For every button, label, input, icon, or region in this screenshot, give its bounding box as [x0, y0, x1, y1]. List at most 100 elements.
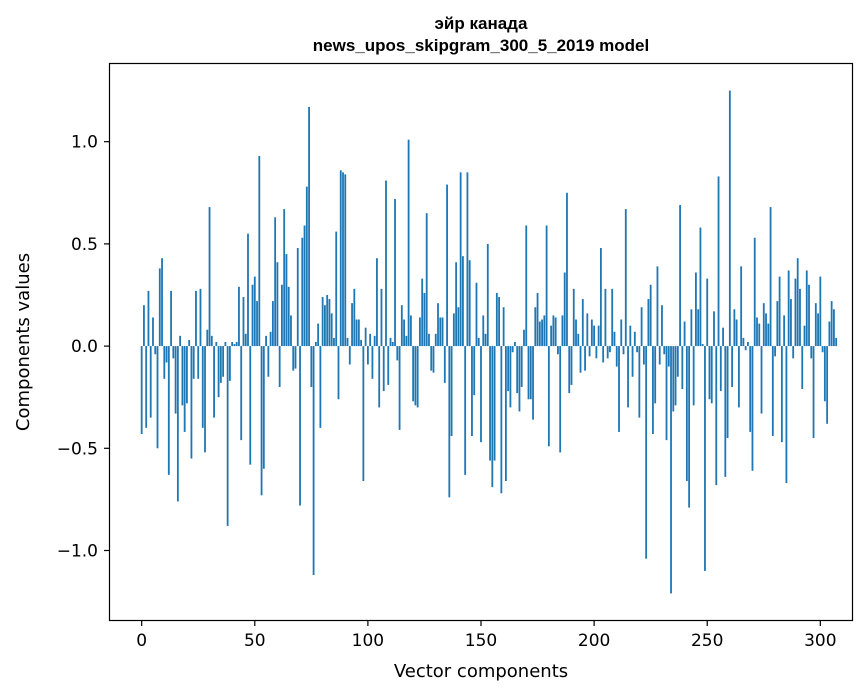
bar-151 [482, 315, 485, 347]
bar-264 [737, 346, 740, 408]
bar-297 [812, 346, 815, 439]
bar-233 [667, 346, 670, 367]
y-axis-label: Components values [13, 253, 34, 431]
bar-73 [305, 186, 308, 347]
bar-213 [622, 346, 625, 355]
bar-269 [749, 346, 752, 432]
x-tick-label: 100 [352, 631, 384, 651]
bar-25 [197, 346, 200, 379]
bar-240 [683, 321, 686, 347]
bar-19 [183, 346, 186, 432]
bar-54 [262, 346, 265, 469]
bar-141 [459, 172, 462, 347]
bar-23 [192, 346, 195, 379]
bar-5 [152, 317, 154, 347]
bar-178 [543, 315, 546, 347]
bar-17 [179, 335, 182, 347]
bar-206 [606, 346, 609, 359]
bar-57 [269, 331, 272, 347]
bar-305 [830, 301, 833, 347]
bar-144 [466, 172, 469, 347]
bar-71 [301, 237, 304, 347]
bar-200 [593, 325, 596, 347]
bar-12 [167, 346, 170, 475]
bar-249 [704, 346, 706, 571]
bar-235 [672, 346, 675, 412]
bar-81 [324, 305, 326, 347]
bar-226 [652, 346, 654, 434]
bar-180 [547, 346, 550, 447]
bar-274 [760, 346, 763, 414]
bar-35 [219, 346, 222, 383]
bar-113 [396, 346, 399, 361]
bar-108 [385, 180, 387, 347]
bar-111 [391, 342, 394, 347]
bar-6 [154, 346, 157, 355]
bar-28 [204, 346, 206, 453]
bar-304 [828, 321, 831, 347]
bar-221 [640, 307, 643, 347]
bar-288 [792, 346, 795, 359]
bar-301 [821, 346, 824, 353]
bar-222 [642, 346, 645, 365]
bar-123 [419, 317, 421, 347]
bar-307 [835, 337, 838, 347]
bar-131 [437, 303, 439, 347]
bar-292 [801, 346, 804, 390]
bar-50 [253, 276, 256, 347]
bar-187 [563, 272, 566, 347]
y-axis-ticks: −1.0 −0.5 0.0 0.5 1.0 [57, 133, 110, 562]
bar-1 [143, 305, 145, 347]
bar-47 [247, 233, 249, 347]
bar-230 [661, 305, 663, 347]
bar-114 [398, 346, 401, 430]
bar-142 [462, 256, 464, 347]
y-tick-label: 1.0 [71, 133, 98, 153]
bar-66 [290, 315, 292, 347]
bar-8 [158, 268, 161, 347]
bar-46 [244, 333, 247, 347]
bar-160 [502, 307, 505, 347]
bar-159 [500, 346, 503, 494]
bar-58 [271, 301, 274, 347]
x-tick-label: 150 [465, 631, 497, 651]
bar-55 [265, 335, 267, 347]
bar-300 [819, 276, 822, 347]
bar-218 [633, 331, 636, 347]
bar-163 [509, 346, 512, 408]
bar-257 [722, 327, 724, 347]
bar-279 [771, 346, 774, 437]
y-tick-label: −1.0 [57, 542, 98, 562]
bar-99 [364, 327, 367, 347]
bar-173 [532, 346, 534, 420]
bar-97 [360, 339, 363, 347]
bar-195 [581, 299, 584, 347]
bar-217 [631, 346, 634, 377]
bar-137 [450, 346, 453, 437]
bar-270 [751, 346, 754, 471]
bar-49 [251, 284, 254, 347]
bar-133 [441, 317, 444, 347]
bar-181 [550, 325, 553, 347]
chart-subtitle: news_upos_skipgram_300_5_2019 model [313, 36, 649, 55]
bar-192 [575, 319, 577, 347]
bar-88 [339, 170, 342, 347]
bar-275 [762, 303, 765, 347]
bar-75 [310, 346, 313, 387]
bar-29 [206, 329, 209, 347]
bar-223 [645, 346, 648, 559]
bar-259 [726, 346, 729, 439]
bar-65 [287, 286, 290, 347]
bar-169 [523, 329, 525, 347]
bar-189 [568, 346, 571, 394]
bar-256 [719, 346, 722, 392]
bar-157 [495, 292, 498, 347]
bar-129 [432, 346, 435, 373]
bar-243 [690, 309, 693, 347]
bar-82 [326, 294, 329, 347]
bar-34 [217, 346, 220, 398]
bar-168 [520, 346, 523, 387]
bar-194 [579, 346, 582, 373]
bar-282 [778, 276, 781, 347]
